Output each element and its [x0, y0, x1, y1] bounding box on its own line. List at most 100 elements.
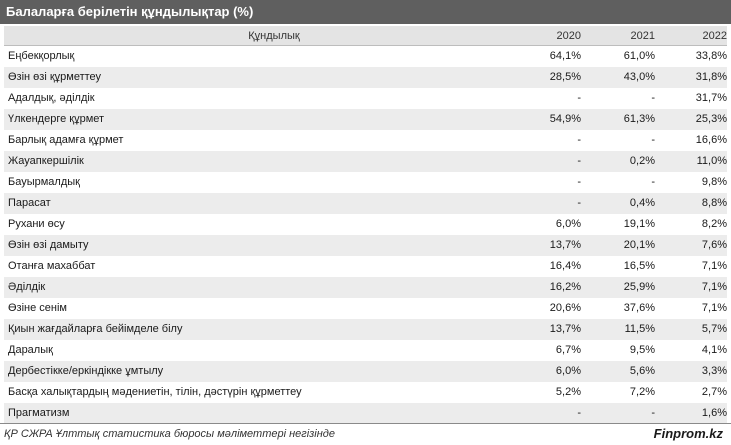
cell-value: - [577, 197, 581, 209]
chart-title: Балаларға берілетін құндылықтар (%) [0, 0, 731, 24]
table-row: Рухани өсу 6,0% 19,1% 8,2% [4, 214, 727, 235]
cell-value: 37,6% [623, 302, 655, 314]
cell-value: 19,1% [623, 218, 655, 230]
cell-value: - [651, 407, 655, 419]
row-label: Парасат [8, 197, 51, 209]
cell-value: - [651, 176, 655, 188]
cell-value: 8,8% [701, 197, 727, 209]
cell-value: 6,0% [555, 218, 581, 230]
cell-value: 3,3% [701, 365, 727, 377]
cell-value: 13,7% [549, 239, 581, 251]
cell-value: 6,0% [555, 365, 581, 377]
cell-value: 33,8% [695, 50, 727, 62]
table-row: Өзін өзі дамыту 13,7% 20,1% 7,6% [4, 235, 727, 256]
row-label: Рухани өсу [8, 218, 65, 230]
cell-value: 9,5% [629, 344, 655, 356]
cell-value: 13,7% [549, 323, 581, 335]
cell-value: 6,7% [555, 344, 581, 356]
cell-value: 7,1% [701, 281, 727, 293]
row-label: Еңбекқорлық [8, 50, 75, 62]
cell-value: 7,1% [701, 260, 727, 272]
table-header: Құндылық 2020 2021 2022 [4, 26, 727, 46]
table-row: Бауырмалдық - - 9,8% [4, 172, 727, 193]
cell-value: - [577, 176, 581, 188]
table-row: Дербестікке/еркіндікке ұмтылу 6,0% 5,6% 3,3… [4, 361, 727, 382]
cell-value: 5,6% [629, 365, 655, 377]
cell-value: 0,2% [629, 155, 655, 167]
cell-value: 54,9% [549, 113, 581, 125]
table-row: Адалдық, әділдік - - 31,7% [4, 88, 727, 109]
cell-value: 16,2% [549, 281, 581, 293]
cell-value: 5,7% [701, 323, 727, 335]
table-row: Даралық 6,7% 9,5% 4,1% [4, 340, 727, 361]
column-header-2021: 2021 [630, 30, 655, 42]
cell-value: - [651, 92, 655, 104]
cell-value: 16,4% [549, 260, 581, 272]
table-body: Еңбекқорлық 64,1% 61,0% 33,8% Өзін өзі құрме… [4, 46, 727, 424]
row-label: Прагматизм [8, 407, 70, 419]
column-header-2020: 2020 [556, 30, 581, 42]
row-label: Барлық адамға құрмет [8, 134, 124, 146]
table-row: Әділдік 16,2% 25,9% 7,1% [4, 277, 727, 298]
row-label: Өзін өзі дамыту [8, 239, 89, 251]
row-label: Басқа халықтардың мәдениетін, тілін, дәс… [8, 386, 302, 398]
cell-value: 31,7% [695, 92, 727, 104]
cell-value: 28,5% [549, 71, 581, 83]
cell-value: 61,3% [623, 113, 655, 125]
cell-value: 7,6% [701, 239, 727, 251]
row-label: Бауырмалдық [8, 176, 80, 188]
cell-value: 20,6% [549, 302, 581, 314]
table-row: Үлкендерге құрмет 54,9% 61,3% 25,3% [4, 109, 727, 130]
cell-value: 25,9% [623, 281, 655, 293]
row-label: Өзін өзі құрметтеу [8, 71, 102, 83]
cell-value: 4,1% [701, 344, 727, 356]
table-row: Еңбекқорлық 64,1% 61,0% 33,8% [4, 46, 727, 67]
cell-value: - [651, 134, 655, 146]
cell-value: 16,6% [695, 134, 727, 146]
cell-value: 1,6% [701, 407, 727, 419]
row-label: Өзіне сенім [8, 302, 67, 314]
row-label: Әділдік [8, 281, 46, 293]
cell-value: - [577, 134, 581, 146]
row-label: Қиын жағдайларға бейімделе білу [8, 323, 183, 335]
row-label: Дербестікке/еркіндікке ұмтылу [8, 365, 164, 377]
cell-value: 11,0% [696, 155, 727, 167]
table-row: Прагматизм - - 1,6% [4, 403, 727, 424]
data-table: Құндылық 2020 2021 2022 Еңбекқорлық 64,1%… [4, 26, 727, 424]
cell-value: 5,2% [555, 386, 581, 398]
table-row: Басқа халықтардың мәдениетін, тілін, дәс… [4, 382, 727, 403]
cell-value: 7,2% [629, 386, 655, 398]
footer: ҚР СЖРА Ұлттық статистика бюросы мәлімет… [0, 423, 731, 445]
cell-value: 8,2% [701, 218, 727, 230]
table-row: Қиын жағдайларға бейімделе білу 13,7% 11,5… [4, 319, 727, 340]
cell-value: 2,7% [701, 386, 727, 398]
cell-value: 11,5% [624, 323, 655, 335]
cell-value: 61,0% [623, 50, 655, 62]
row-label: Отанға махаббат [8, 260, 96, 272]
row-label: Адалдық, әділдік [8, 92, 95, 104]
table-row: Отанға махаббат 16,4% 16,5% 7,1% [4, 256, 727, 277]
column-header-2022: 2022 [702, 30, 727, 42]
source-note: ҚР СЖРА Ұлттық статистика бюросы мәлімет… [4, 428, 335, 440]
cell-value: 25,3% [695, 113, 727, 125]
row-label: Жауапкершілік [8, 155, 84, 167]
table-row: Өзіне сенім 20,6% 37,6% 7,1% [4, 298, 727, 319]
row-label: Даралық [8, 344, 53, 356]
cell-value: 0,4% [629, 197, 655, 209]
cell-value: - [577, 155, 581, 167]
cell-value: 20,1% [623, 239, 655, 251]
table-row: Жауапкершілік - 0,2% 11,0% [4, 151, 727, 172]
table-row: Өзін өзі құрметтеу 28,5% 43,0% 31,8% [4, 67, 727, 88]
cell-value: - [577, 407, 581, 419]
cell-value: 9,8% [701, 176, 727, 188]
cell-value: 16,5% [623, 260, 655, 272]
column-header-value: Құндылық [248, 30, 300, 42]
brand-logo-text: Finprom.kz [653, 426, 723, 441]
table-row: Парасат - 0,4% 8,8% [4, 193, 727, 214]
cell-value: - [577, 92, 581, 104]
cell-value: 64,1% [549, 50, 581, 62]
table-row: Барлық адамға құрмет - - 16,6% [4, 130, 727, 151]
cell-value: 31,8% [695, 71, 727, 83]
cell-value: 43,0% [623, 71, 655, 83]
